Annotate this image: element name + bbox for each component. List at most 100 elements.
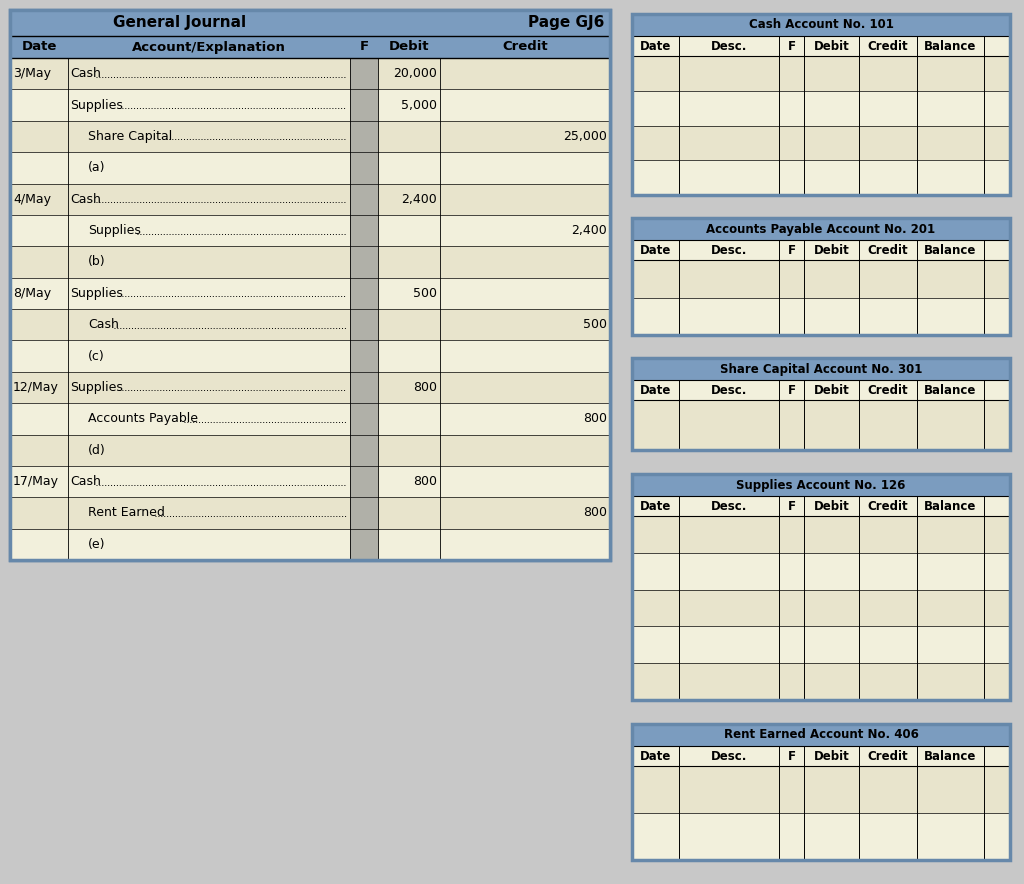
Text: Balance: Balance (925, 243, 977, 256)
Bar (632, 14, 1010, 195)
Text: 25,000: 25,000 (563, 130, 607, 143)
Bar (10, 497, 610, 529)
Bar (10, 372, 610, 403)
Text: (a): (a) (88, 161, 105, 174)
Text: 2,400: 2,400 (401, 193, 437, 206)
Bar (10, 10, 610, 560)
Text: Credit: Credit (867, 499, 908, 513)
Text: Debit: Debit (813, 499, 849, 513)
Text: Credit: Credit (502, 41, 548, 54)
Text: Supplies Account No. 126: Supplies Account No. 126 (736, 478, 905, 492)
Bar (632, 552, 1010, 590)
Bar (632, 380, 1010, 400)
Bar (10, 309, 610, 340)
Bar (632, 766, 1010, 813)
Text: 800: 800 (413, 475, 437, 488)
Text: F: F (787, 384, 796, 397)
Bar (350, 121, 378, 152)
Text: 500: 500 (413, 286, 437, 300)
Bar (632, 474, 1010, 700)
Bar (350, 89, 378, 121)
Text: 20,000: 20,000 (393, 67, 437, 80)
Bar (350, 278, 378, 309)
Bar (632, 260, 1010, 298)
Text: Cash: Cash (88, 318, 119, 332)
Text: 8/May: 8/May (13, 286, 51, 300)
Text: Credit: Credit (867, 384, 908, 397)
Text: F: F (787, 499, 796, 513)
Text: F: F (359, 41, 369, 54)
Text: 17/May: 17/May (13, 475, 59, 488)
Text: (b): (b) (88, 255, 105, 269)
Text: Supplies: Supplies (70, 98, 123, 111)
Text: Date: Date (22, 41, 56, 54)
Text: Credit: Credit (867, 243, 908, 256)
Text: General Journal: General Journal (114, 16, 247, 31)
Text: Rent Earned Account No. 406: Rent Earned Account No. 406 (724, 728, 919, 742)
Text: Account/Explanation: Account/Explanation (132, 41, 286, 54)
Bar (10, 152, 610, 184)
Bar (632, 36, 1010, 56)
Text: Desc.: Desc. (711, 40, 748, 52)
Text: Desc.: Desc. (711, 750, 748, 763)
Bar (632, 590, 1010, 627)
Bar (350, 340, 378, 372)
Text: (c): (c) (88, 349, 104, 362)
Text: 12/May: 12/May (13, 381, 58, 394)
Bar (632, 160, 1010, 195)
Text: Supplies: Supplies (88, 224, 141, 237)
Text: Rent Earned: Rent Earned (88, 507, 165, 520)
Text: Date: Date (640, 384, 672, 397)
Bar (632, 358, 1010, 450)
Bar (632, 724, 1010, 860)
Text: Accounts Payable Account No. 201: Accounts Payable Account No. 201 (707, 223, 936, 235)
Bar (10, 403, 610, 435)
Bar (632, 627, 1010, 663)
Text: 3/May: 3/May (13, 67, 51, 80)
Bar (632, 14, 1010, 36)
Text: Share Capital: Share Capital (88, 130, 172, 143)
Text: Debit: Debit (813, 750, 849, 763)
Bar (632, 358, 1010, 450)
Text: Desc.: Desc. (711, 499, 748, 513)
Bar (632, 218, 1010, 335)
Bar (350, 184, 378, 215)
Bar (10, 278, 610, 309)
Text: Balance: Balance (925, 384, 977, 397)
Text: (e): (e) (88, 537, 105, 551)
Text: Credit: Credit (867, 40, 908, 52)
Text: Balance: Balance (925, 499, 977, 513)
Bar (632, 474, 1010, 496)
Bar (632, 400, 1010, 450)
Bar (632, 218, 1010, 240)
Text: Desc.: Desc. (711, 243, 748, 256)
Text: 500: 500 (583, 318, 607, 332)
Text: F: F (787, 40, 796, 52)
Bar (10, 89, 610, 121)
Bar (632, 298, 1010, 335)
Text: Debit: Debit (813, 243, 849, 256)
Bar (632, 218, 1010, 335)
Text: Balance: Balance (925, 750, 977, 763)
Bar (10, 529, 610, 560)
Bar (632, 240, 1010, 260)
Text: Share Capital Account No. 301: Share Capital Account No. 301 (720, 362, 923, 376)
Text: F: F (787, 750, 796, 763)
Bar (10, 340, 610, 372)
Bar (10, 10, 610, 560)
Text: Cash: Cash (70, 67, 101, 80)
Bar (10, 58, 610, 89)
Text: Supplies: Supplies (70, 286, 123, 300)
Text: Balance: Balance (925, 40, 977, 52)
Text: Cash Account No. 101: Cash Account No. 101 (749, 19, 893, 32)
Bar (350, 58, 378, 89)
Bar (632, 496, 1010, 516)
Text: Credit: Credit (867, 750, 908, 763)
Bar (10, 121, 610, 152)
Text: Accounts Payable: Accounts Payable (88, 412, 198, 425)
Bar (350, 215, 378, 247)
Bar (350, 309, 378, 340)
Text: 4/May: 4/May (13, 193, 51, 206)
Text: Desc.: Desc. (711, 384, 748, 397)
Text: Date: Date (640, 40, 672, 52)
